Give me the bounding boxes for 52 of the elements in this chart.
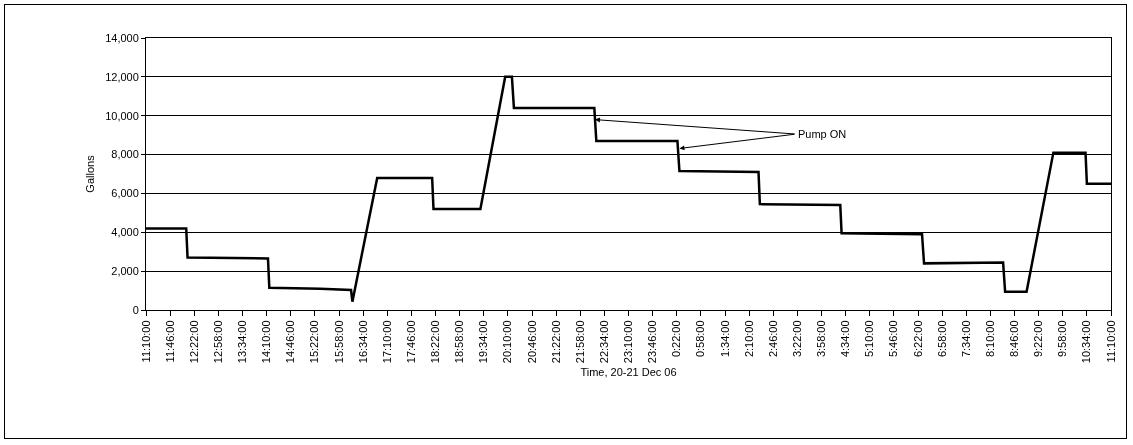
x-tick-label: 9:58:00 [1056, 320, 1069, 358]
x-tick-label: 3:22:00 [790, 320, 803, 358]
x-tick-label: 5:10:00 [863, 320, 876, 358]
x-tick-label: 21:22:00 [549, 320, 562, 364]
x-tick-label: 23:46:00 [646, 320, 659, 364]
x-tick-label: 5:46:00 [887, 320, 900, 358]
x-tick-label: 14:10:00 [260, 320, 273, 364]
x-tick-label: 0:58:00 [694, 320, 707, 358]
x-tick-label: 0:22:00 [670, 320, 683, 358]
x-tick-label: 2:46:00 [766, 320, 779, 358]
x-tick-label: 7:34:00 [959, 320, 972, 358]
x-tick-label: 8:46:00 [1008, 320, 1021, 358]
x-tick-label: 1:34:00 [718, 320, 731, 358]
y-tick-label: 2,000 [111, 264, 139, 277]
x-tick-label: 12:58:00 [211, 320, 224, 364]
x-tick-label: 18:22:00 [429, 320, 442, 364]
x-tick-label: 12:22:00 [187, 320, 200, 364]
x-tick-label: 9:22:00 [1032, 320, 1045, 358]
x-tick-label: 15:58:00 [332, 320, 345, 364]
y-tick-label: 8,000 [111, 148, 139, 161]
x-tick-label: 20:10:00 [501, 320, 514, 364]
x-tick-label: 15:22:00 [308, 320, 321, 364]
x-tick-label: 2:10:00 [742, 320, 755, 358]
x-tick-label: 21:58:00 [573, 320, 586, 364]
x-tick-label: 20:46:00 [525, 320, 538, 364]
y-tick-label: 14,000 [105, 31, 139, 44]
annotation: Pump ON [798, 128, 847, 140]
x-tick-label: 11:46:00 [163, 320, 176, 363]
x-tick-label: 17:46:00 [404, 320, 417, 364]
x-tick-label: 11:10:00 [1104, 320, 1117, 363]
x-tick-label: 14:46:00 [284, 320, 297, 364]
y-tick-label: 6,000 [111, 187, 139, 200]
x-tick-label: 16:34:00 [356, 320, 369, 364]
x-axis-title: Time, 20-21 Dec 06 [580, 366, 677, 379]
y-tick-label: 0 [132, 303, 139, 316]
y-axis-title: Gallons [83, 154, 96, 193]
y-tick-label: 10,000 [105, 109, 139, 122]
x-tick-label: 18:58:00 [453, 320, 466, 364]
x-tick-label: 4:34:00 [839, 320, 852, 358]
x-tick-label: 8:10:00 [983, 320, 996, 358]
x-tick-label: 11:10:00 [139, 320, 152, 363]
x-tick-label: 6:58:00 [935, 320, 948, 358]
x-tick-label: 17:10:00 [380, 320, 393, 364]
x-tick-label: 13:34:00 [236, 320, 249, 364]
x-tick-label: 3:58:00 [815, 320, 828, 358]
y-tick-label: 12,000 [105, 70, 139, 83]
x-tick-label: 22:34:00 [597, 320, 610, 364]
x-tick-label: 6:22:00 [911, 320, 924, 358]
y-tick-label: 4,000 [111, 226, 139, 239]
x-tick-label: 19:34:00 [477, 320, 490, 364]
x-tick-label: 23:10:00 [622, 320, 635, 364]
x-tick-label: 10:34:00 [1080, 320, 1093, 364]
